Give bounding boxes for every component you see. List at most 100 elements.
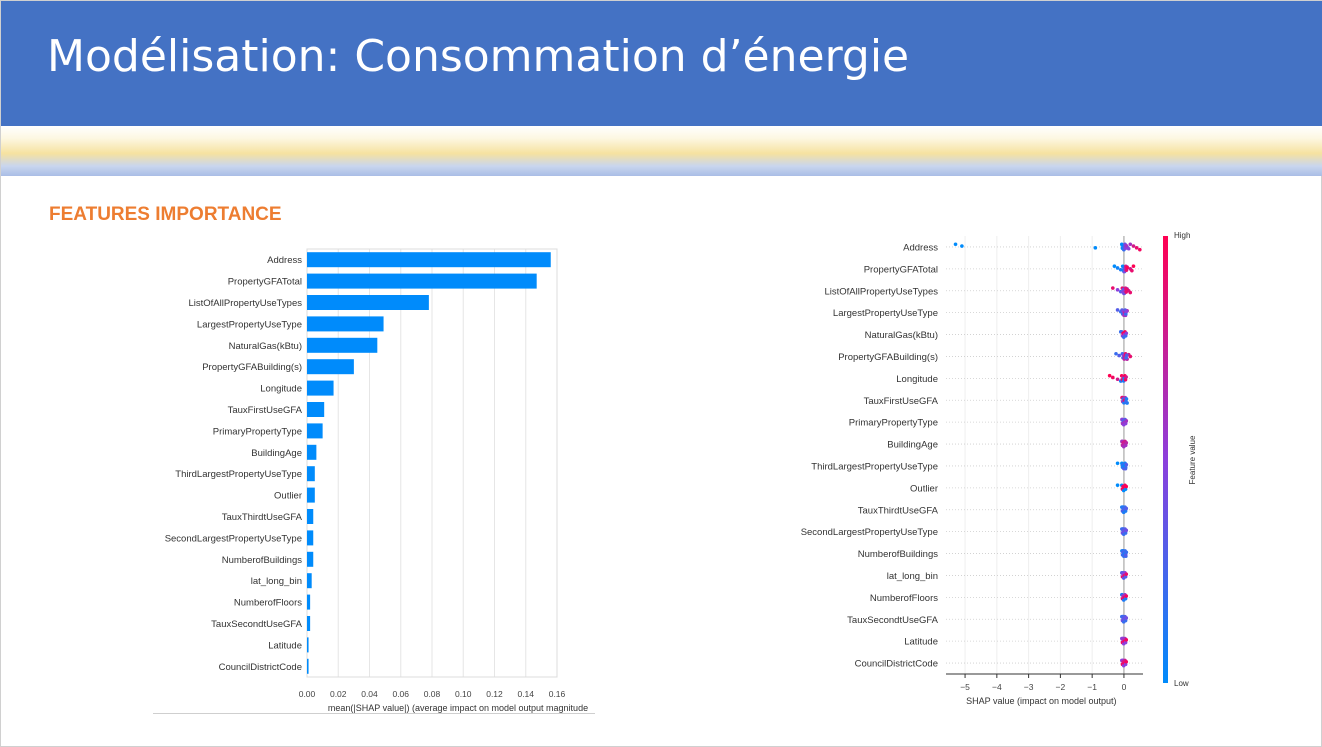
bee-point [1128, 242, 1133, 247]
bar-category-label: SecondLargestPropertyUseType [165, 533, 302, 544]
bar-x-tick-label: 0.12 [486, 689, 503, 699]
bee-category-label: SecondLargestPropertyUseType [801, 527, 938, 538]
bee-point [1125, 265, 1129, 270]
bee-point [1115, 483, 1120, 487]
bee-point [1124, 572, 1129, 576]
bee-category-label: LargestPropertyUseType [833, 308, 938, 319]
bee-point [1124, 375, 1128, 379]
bar-category-label: TauxThirdtUseGFA [222, 512, 303, 523]
bee-category-label: PrimaryPropertyType [849, 418, 938, 429]
bar-category-label: ThirdLargestPropertyUseType [175, 469, 302, 480]
bar [307, 402, 325, 417]
bee-point [1115, 461, 1120, 466]
bar-x-tick-label: 0.16 [549, 689, 566, 699]
bee-point [1128, 290, 1133, 295]
bee-point [1124, 331, 1129, 336]
bar [307, 551, 314, 567]
bar [307, 423, 323, 439]
bee-point [1124, 462, 1129, 467]
bee-x-tick-label: −4 [992, 682, 1002, 692]
bee-point [1117, 353, 1121, 358]
colorbar [1163, 236, 1168, 683]
bar [307, 252, 551, 268]
colorbar-label: Feature value [1188, 435, 1197, 484]
bar [307, 444, 317, 460]
bee-category-label: NumberofFloors [870, 593, 938, 604]
bar-category-label: CouncilDistrictCode [219, 662, 302, 673]
bar-category-label: TauxSecondtUseGFA [211, 619, 302, 630]
bar [307, 466, 315, 482]
bee-point [1115, 377, 1120, 382]
bar-x-tick-label: 0.04 [361, 689, 378, 699]
bee-category-label: ThirdLargestPropertyUseType [811, 461, 938, 472]
bee-category-label: PropertyGFATotal [864, 264, 938, 275]
bee-category-label: Longitude [896, 374, 938, 385]
bar-category-label: LargestPropertyUseType [197, 319, 302, 330]
bar-category-label: ListOfAllPropertyUseTypes [188, 298, 302, 309]
bee-point [1124, 243, 1129, 248]
bar-category-label: Longitude [260, 384, 302, 395]
shap-beeswarm-chart: Address PropertyGFATotal ListOfAllProperty… [801, 231, 1197, 706]
bar-category-label: NumberofBuildings [222, 555, 303, 566]
bee-point [1124, 638, 1129, 642]
bar-category-label: Latitude [268, 640, 302, 651]
bee-point [1124, 659, 1129, 664]
bar-x-tick-label: 0.14 [517, 689, 534, 699]
bar [307, 658, 309, 674]
bee-category-label: TauxSecondtUseGFA [847, 615, 938, 626]
bar-category-label: NumberofFloors [234, 598, 302, 609]
bee-category-label: PropertyGFABuilding(s) [838, 352, 938, 363]
bee-point [1134, 246, 1139, 250]
bee-x-tick-label: −3 [1024, 682, 1034, 692]
bee-point [960, 244, 964, 248]
bee-category-label: ListOfAllPropertyUseTypes [824, 286, 938, 297]
bee-point [1111, 375, 1115, 380]
bar [307, 616, 311, 631]
bee-point [1124, 419, 1129, 423]
bar-category-label: PropertyGFABuilding(s) [202, 362, 302, 373]
bee-category-label: NaturalGas(kBtu) [865, 330, 938, 341]
bar-category-label: PropertyGFATotal [228, 277, 302, 288]
bee-point [1131, 244, 1136, 248]
bar [307, 380, 334, 396]
header-banner: Modélisation: Consommation d’énergie [1, 1, 1322, 126]
bee-x-tick-label: −1 [1087, 682, 1097, 692]
bar [307, 295, 429, 310]
bee-point [1128, 354, 1133, 359]
bar-x-tick-label: 0.00 [299, 689, 316, 699]
colorbar-low-label: Low [1174, 679, 1189, 688]
colorbar-high-label: High [1174, 231, 1190, 240]
bee-category-label: Address [903, 242, 938, 253]
bar-x-tick-label: 0.06 [392, 689, 409, 699]
bar [307, 337, 378, 353]
bar-category-label: Address [267, 255, 302, 266]
bar [307, 487, 315, 503]
bar [307, 594, 311, 610]
bar [307, 509, 314, 524]
bar [307, 273, 537, 289]
bee-category-label: CouncilDistrictCode [855, 659, 938, 670]
bar-x-axis-label: mean(|SHAP value|) (average impact on mo… [328, 703, 588, 713]
bar [307, 573, 312, 589]
bar-category-label: NaturalGas(kBtu) [229, 341, 302, 352]
bee-point [1124, 550, 1129, 555]
bar-x-tick-label: 0.08 [424, 689, 441, 699]
bee-x-axis-label: SHAP value (impact on model output) [966, 696, 1116, 706]
bar-category-label: lat_long_bin [251, 576, 302, 587]
section-title: FEATURES IMPORTANCE [49, 204, 282, 225]
bar-category-label: Outlier [274, 491, 302, 502]
bee-point [1124, 528, 1129, 533]
bar-category-label: BuildingAge [251, 448, 302, 459]
bee-point [953, 242, 958, 247]
bee-x-tick-label: 0 [1122, 682, 1127, 692]
bee-point [1124, 287, 1129, 292]
bee-point [1124, 440, 1129, 445]
bar-category-label: TauxFirstUseGFA [228, 405, 303, 416]
bee-point [1138, 247, 1142, 252]
bar-x-tick-label: 0.10 [455, 689, 472, 699]
bee-point [1124, 309, 1129, 314]
bar [307, 530, 314, 546]
bee-point [1131, 264, 1136, 268]
bee-category-label: Latitude [904, 637, 938, 648]
